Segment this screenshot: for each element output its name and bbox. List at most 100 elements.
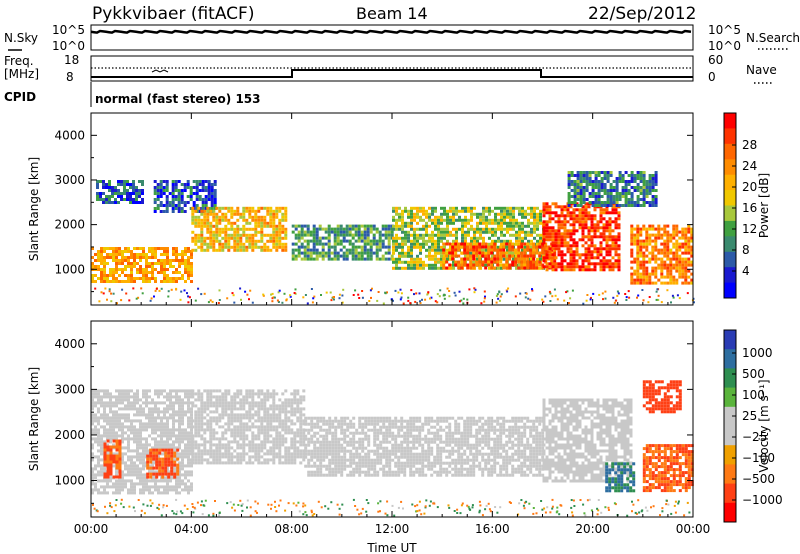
freq-trace: [91, 69, 693, 78]
x-tick-label: 00:00: [74, 522, 109, 536]
nave-label: Nave: [746, 63, 777, 77]
colorbar-tick-label: −500: [742, 472, 775, 486]
colorbar-swatch: [724, 349, 736, 369]
x-axis-label: Time UT: [366, 541, 417, 554]
colorbar-tick-label: −1000: [742, 493, 783, 507]
x-tick-label: 20:00: [575, 522, 610, 536]
y-tick-label: 4000: [54, 128, 85, 142]
colorbar-tick-label: 1000: [742, 346, 773, 360]
x-tick-label: 08:00: [274, 522, 309, 536]
colorbar-tick-label: 100: [742, 388, 765, 402]
station-title: Pykkvibaer (fitACF): [92, 4, 254, 24]
nave-tick-bottom: 0: [708, 70, 716, 84]
colorbar-swatch: [724, 205, 736, 222]
colorbar-swatch: [724, 464, 736, 485]
colorbar-swatch: [724, 159, 736, 176]
x-tick-label: 04:00: [174, 522, 209, 536]
noise-right-label: N.Search: [746, 31, 800, 45]
data-band-1: [103, 439, 122, 479]
data-band-6: [605, 462, 636, 493]
colorbar-tick-label: 8: [742, 243, 750, 257]
beam-title: Beam 14: [356, 4, 428, 23]
velocity-panel: 1000 2000 3000 4000 00:00 04:00 08:00 12:00 16:0…: [27, 320, 711, 536]
colorbar-frame: [723, 329, 737, 523]
data-band-4: [304, 416, 545, 477]
colorbar-swatch: [724, 445, 736, 465]
data-band-1: [96, 180, 144, 204]
colorbar-tick-label: −25: [742, 430, 767, 444]
y-tick-label: 3000: [54, 382, 85, 396]
colorbar-tick-label: 12: [742, 222, 757, 236]
x-tick-label: 12:00: [375, 522, 410, 536]
noise-panel-frame: [90, 24, 694, 51]
freq-tick-top: 18: [64, 53, 79, 67]
colorbar-swatch: [724, 128, 736, 145]
noise-trace: [90, 29, 692, 34]
noise-left-tick-bottom: 10^0: [52, 39, 85, 53]
data-cells: [91, 380, 694, 495]
freq-label-2: [MHz]: [4, 67, 39, 81]
y-tick-label: 3000: [54, 173, 85, 187]
y-tick-label: 2000: [54, 218, 85, 232]
power-colorbar: 28 24 20 16 12 8 4 Power [dB]: [723, 112, 771, 299]
colorbar-swatch: [724, 174, 736, 191]
data-band-3: [191, 206, 288, 252]
colorbar-swatch: [724, 282, 736, 299]
colorbar-swatch: [724, 190, 736, 206]
colorbar-tick-label: 16: [742, 201, 757, 215]
colorbar-swatch: [724, 406, 736, 427]
cpid-label: CPID: [4, 90, 36, 104]
near-range-scatter: [92, 498, 691, 517]
nave-wiggle: [151, 69, 169, 73]
freq-tick-bottom: 8: [66, 70, 74, 84]
y-tick-label: 4000: [54, 337, 85, 351]
data-band-5: [542, 398, 633, 483]
colorbar-tick-label: −100: [742, 451, 775, 465]
colorbar-swatch: [724, 502, 736, 523]
colorbar-frame: [723, 112, 737, 299]
data-band-3: [191, 389, 306, 465]
colorbar-swatch: [724, 426, 736, 446]
y-axis-label: Slant Range [km]: [27, 157, 41, 261]
colorbar-tick-label: 4: [742, 264, 750, 278]
data-cells: [91, 171, 694, 285]
colorbar-tick-label: 24: [742, 159, 757, 173]
colorbar-swatch: [724, 220, 736, 237]
y-tick-label: 1000: [54, 262, 85, 276]
x-tick-label: 16:00: [475, 522, 510, 536]
colorbar-swatch: [724, 267, 736, 284]
colorbar-title: Velocity [m s⁻¹]: [757, 379, 771, 472]
colorbar-tick-label: 500: [742, 367, 765, 381]
data-band-9: [630, 224, 694, 285]
data-band-0: [91, 389, 193, 495]
colorbar-swatch: [724, 483, 736, 504]
colorbar-swatch: [724, 236, 736, 253]
data-band-7: [642, 444, 694, 493]
colorbar-swatch: [724, 330, 736, 350]
data-band-8: [567, 171, 658, 207]
colorbar-swatch: [724, 113, 736, 129]
colorbar-title: Power [dB]: [757, 173, 771, 238]
colorbar-swatch: [724, 251, 736, 268]
data-band-0: [91, 247, 193, 283]
noise-left-label: N.Sky: [4, 31, 38, 45]
x-tick-label: 00:00: [676, 522, 711, 536]
colorbar-swatch: [724, 387, 736, 408]
y-tick-label: 2000: [54, 428, 85, 442]
power-panel: 1000 2000 3000 4000 Slant Range [km]: [27, 112, 695, 306]
colorbar-tick-label: 25: [742, 409, 757, 423]
nave-tick-top: 60: [708, 53, 723, 67]
cpid-text: normal (fast stereo) 153: [95, 92, 261, 106]
y-axis-label: Slant Range [km]: [27, 367, 41, 471]
noise-right-tick-top: 10^5: [708, 23, 741, 37]
noise-left-tick-top: 10^5: [52, 23, 85, 37]
y-tick-label: 1000: [54, 474, 85, 488]
data-band-8: [642, 380, 682, 414]
colorbar-swatch: [724, 368, 736, 389]
colorbar-swatch: [724, 143, 736, 160]
colorbar-tick-label: 28: [742, 138, 757, 152]
velocity-colorbar: 1000 500 100 25 −25 −100 −500 −1000 Velocity [m …: [723, 329, 783, 523]
noise-right-tick-bottom: 10^0: [708, 39, 741, 53]
data-band-2: [146, 448, 180, 479]
